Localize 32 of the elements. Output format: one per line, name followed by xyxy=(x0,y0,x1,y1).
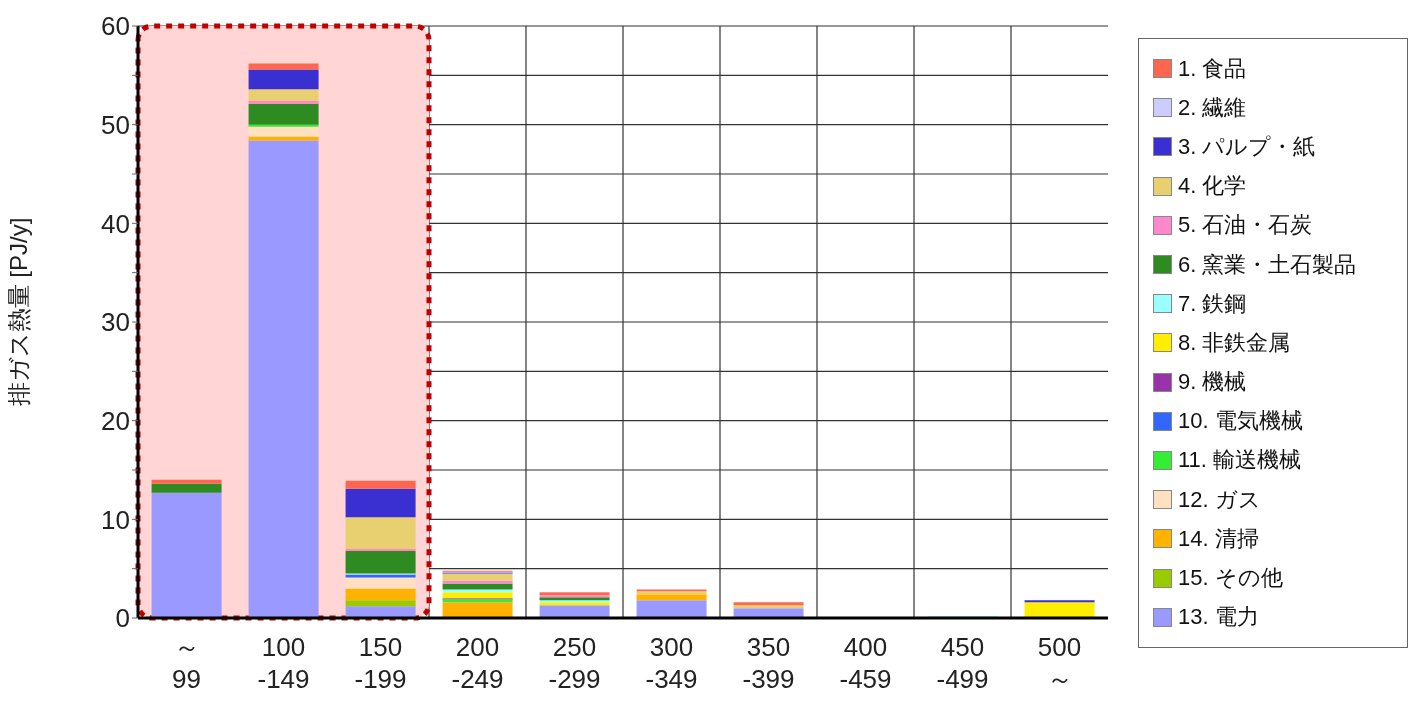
legend-label: 15. その他 xyxy=(1178,564,1283,593)
legend-label: 7. 鉄鋼 xyxy=(1178,289,1247,318)
legend-label: 4. 化学 xyxy=(1178,172,1247,201)
x-tick-label: ～ 99 xyxy=(172,632,201,694)
legend-label: 14. 清掃 xyxy=(1178,524,1259,553)
y-tick-label: 30 xyxy=(101,307,130,338)
legend-label: 3. パルプ・紙 xyxy=(1178,132,1316,161)
legend-label: 12. ガス xyxy=(1178,485,1261,514)
y-tick-label: 20 xyxy=(101,405,130,436)
legend-label: 9. 機械 xyxy=(1178,368,1247,397)
legend-label: 1. 食品 xyxy=(1178,54,1247,83)
legend-label: 11. 輸送機械 xyxy=(1178,446,1302,475)
y-tick-label: 50 xyxy=(101,109,130,140)
x-tick-label: 150 -199 xyxy=(354,632,407,694)
y-tick-label: 60 xyxy=(101,11,130,42)
legend-label: 2. 繊維 xyxy=(1178,93,1247,122)
x-tick-label: 500 ～ xyxy=(1037,632,1082,694)
legend-label: 5. 石油・石炭 xyxy=(1178,211,1313,240)
y-tick-label: 40 xyxy=(101,208,130,239)
legend-label: 10. 電気機械 xyxy=(1178,407,1303,436)
x-tick-label: 200 -249 xyxy=(451,632,504,694)
legend-label: 6. 窯業・土石製品 xyxy=(1178,250,1357,279)
x-tick-label: 100 -149 xyxy=(257,632,310,694)
legend-label: 8. 非鉄金属 xyxy=(1178,328,1291,357)
y-tick-label: 0 xyxy=(115,603,130,634)
x-tick-label: 400 -459 xyxy=(839,632,892,694)
x-tick-label: 300 -349 xyxy=(645,632,698,694)
x-tick-label: 250 -299 xyxy=(548,632,601,694)
legend-label: 13. 電力 xyxy=(1178,603,1259,632)
x-tick-label: 450 -499 xyxy=(936,632,989,694)
x-tick-label: 350 -399 xyxy=(742,632,795,694)
y-tick-label: 10 xyxy=(101,504,130,535)
